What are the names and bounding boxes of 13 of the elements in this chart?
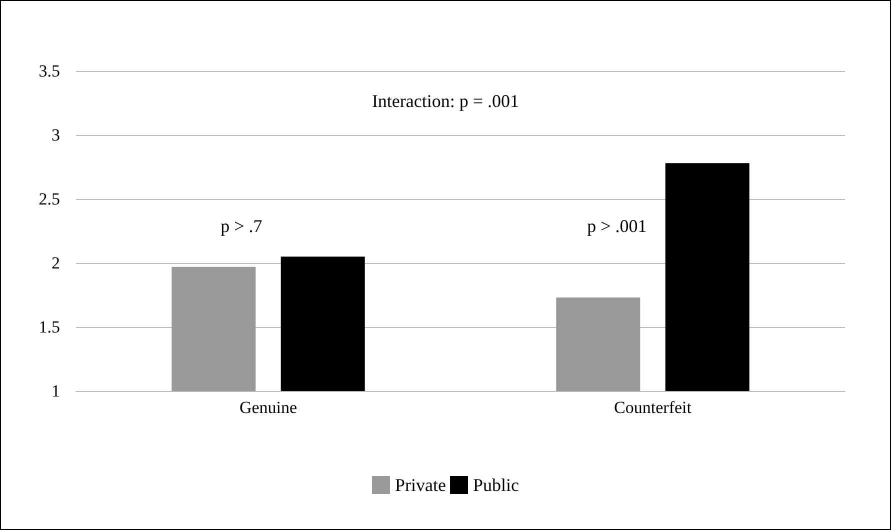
annotation: p > .001	[587, 216, 647, 236]
y-tick-label: 1	[52, 382, 60, 400]
y-tick-label: 2.5	[38, 190, 60, 208]
y-tick-label: 3.5	[38, 62, 60, 80]
y-tick-label: 2	[52, 254, 60, 272]
x-tick-label: Counterfeit	[614, 398, 692, 417]
y-tick-label: 3	[52, 126, 60, 144]
y-tick-label: 1.5	[38, 318, 60, 336]
annotation: Interaction: p = .001	[372, 91, 520, 111]
legend-label: Private	[395, 475, 446, 495]
annotation: p > .7	[220, 216, 262, 236]
legend-label: Public	[472, 475, 520, 495]
x-tick-label: Genuine	[239, 398, 298, 417]
